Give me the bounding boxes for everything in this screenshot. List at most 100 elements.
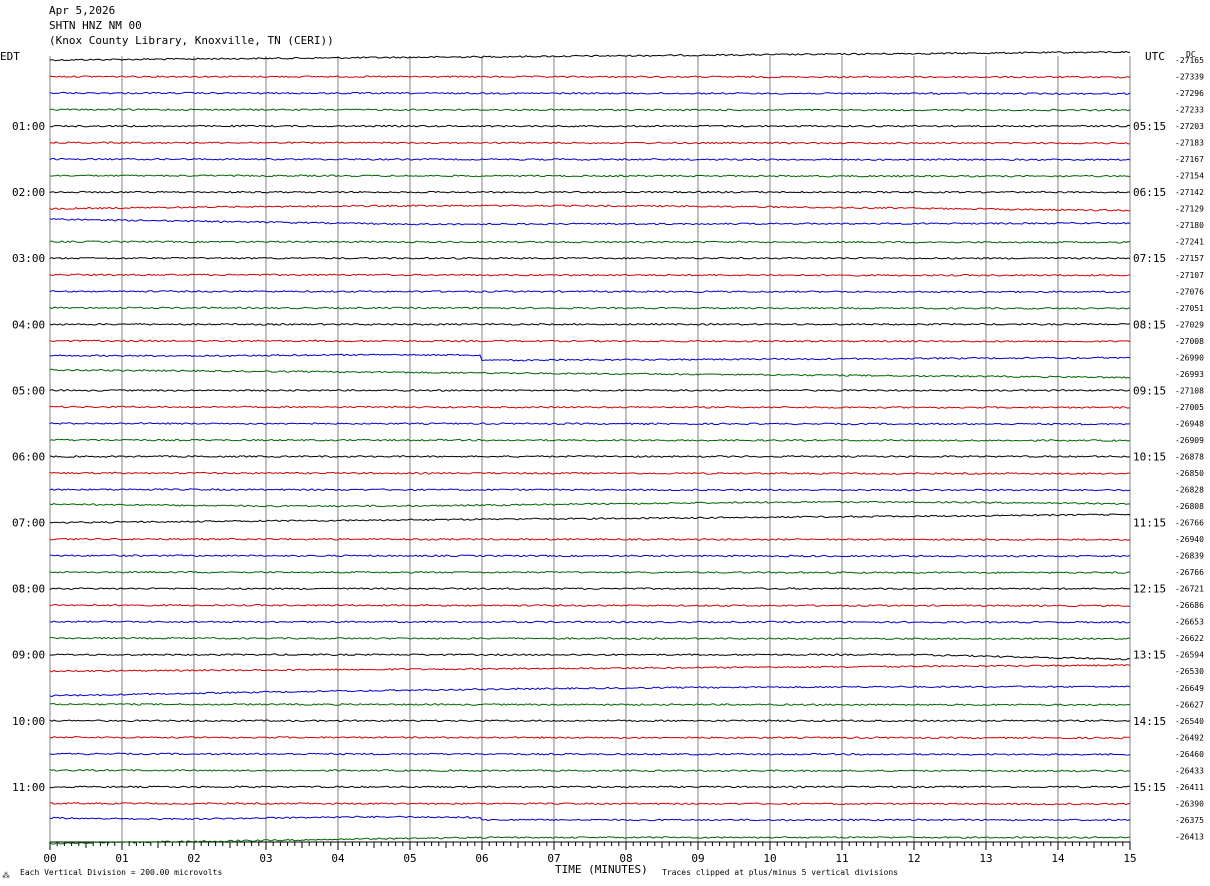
x-tick-label: 00 [43, 852, 56, 865]
station-code: SHTN HNZ NM 00 [49, 19, 142, 32]
edt-time-label: 08:00 [12, 583, 45, 596]
dc-offset-label: -27296 [1175, 89, 1204, 98]
dc-offset-label: -26878 [1175, 452, 1204, 461]
axis-labels: 00 01 02 03 04 05 06 07 08 09 10 11 12 13 14 15 -27165 -2… [12, 56, 1204, 865]
seismic-trace [49, 273, 1131, 277]
dc-offset-label: -26828 [1175, 486, 1204, 495]
utc-time-label: 14:15 [1133, 715, 1166, 728]
dc-offset-label: -26909 [1175, 436, 1204, 445]
x-tick-label: 12 [907, 852, 920, 865]
dc-offset-label: -27051 [1175, 304, 1204, 313]
x-tick-label: 02 [187, 852, 200, 865]
dc-offset-label: -27108 [1175, 386, 1204, 395]
seismic-trace [49, 603, 1131, 608]
left-timezone-label: EDT [0, 50, 20, 63]
utc-time-label: 09:15 [1133, 384, 1166, 397]
dc-offset-label: -27029 [1175, 320, 1204, 329]
seismic-trace [49, 306, 1131, 310]
dc-offset-label: -27339 [1175, 73, 1204, 82]
seismic-trace [49, 455, 1131, 458]
dc-offset-label: -26721 [1175, 585, 1204, 594]
seismic-trace [49, 124, 1131, 128]
edt-time-label: 09:00 [12, 649, 45, 662]
dc-offset-label: -26594 [1175, 651, 1204, 660]
plot-date: Apr 5,2026 [49, 4, 116, 17]
edt-time-label: 05:00 [12, 384, 45, 397]
dc-offset-label: -27129 [1175, 205, 1204, 214]
edt-time-label: 03:00 [12, 252, 45, 265]
dc-header-label: DC [1186, 50, 1196, 59]
seismic-trace [49, 322, 1131, 326]
seismic-trace [49, 174, 1131, 178]
dc-offset-label: -26766 [1175, 519, 1204, 528]
seismic-trace [49, 537, 1131, 541]
x-axis-title: TIME (MINUTES) [555, 863, 648, 876]
seismic-trace [49, 653, 1131, 661]
seismic-trace [49, 388, 1131, 392]
station-location: (Knox County Library, Knoxville, TN (CER… [49, 34, 334, 47]
dc-offset-label: -27107 [1175, 271, 1204, 280]
seismic-trace [49, 719, 1131, 723]
seismic-trace [49, 836, 1131, 845]
utc-time-label: 05:15 [1133, 120, 1166, 133]
utc-time-label: 07:15 [1133, 252, 1166, 265]
dc-offset-label: -26993 [1175, 370, 1204, 379]
edt-time-label: 01:00 [12, 120, 45, 133]
seismic-trace [49, 736, 1130, 740]
seismic-trace [49, 290, 1131, 294]
x-tick-label: 09 [691, 852, 704, 865]
seismic-trace [49, 240, 1131, 244]
seismic-trace [49, 218, 1131, 226]
seismic-trace [49, 190, 1131, 194]
x-tick-label: 11 [835, 852, 848, 865]
dc-offset-label: -26808 [1175, 502, 1204, 511]
seismic-trace [49, 554, 1131, 558]
dc-offset-label: -26433 [1175, 766, 1204, 775]
dc-offset-label: -27180 [1175, 221, 1204, 230]
seismic-trace [49, 141, 1131, 145]
seismic-traces [49, 50, 1131, 845]
dc-offset-label: -26492 [1175, 733, 1204, 742]
seismic-trace [49, 471, 1130, 475]
seismic-trace [49, 500, 1131, 508]
dc-offset-label: -26375 [1175, 816, 1204, 825]
seismic-trace [49, 368, 1131, 379]
dc-offset-label: -26460 [1175, 750, 1204, 759]
seismic-trace [49, 587, 1131, 590]
dc-offset-label: -26649 [1175, 684, 1204, 693]
right-timezone-label: UTC [1145, 50, 1165, 63]
seismic-trace [49, 685, 1131, 698]
utc-time-label: 10:15 [1133, 450, 1166, 463]
utc-time-label: 06:15 [1133, 186, 1166, 199]
dc-offset-label: -26622 [1175, 634, 1204, 643]
grid-lines [49, 56, 1131, 850]
dc-offset-label: -26411 [1175, 783, 1204, 792]
dc-offset-label: -27154 [1175, 172, 1204, 181]
seismic-trace [49, 636, 1131, 641]
dc-offset-label: -27167 [1175, 155, 1204, 164]
scale-note: Each Vertical Division = 200.00 microvol… [20, 868, 222, 877]
seismic-trace [49, 438, 1131, 442]
seismic-trace [49, 204, 1131, 212]
dc-offset-label: -26627 [1175, 700, 1204, 709]
seismic-trace [49, 513, 1131, 524]
x-tick-label: 10 [763, 852, 776, 865]
seismic-trace [49, 785, 1130, 789]
edt-time-label: 11:00 [12, 781, 45, 794]
dc-offset-label: -26413 [1175, 832, 1204, 841]
seismic-trace [49, 769, 1131, 773]
seismic-trace [49, 620, 1131, 624]
dc-offset-label: -26839 [1175, 552, 1204, 561]
edt-time-label: 06:00 [12, 450, 45, 463]
dc-offset-label: -26686 [1175, 601, 1204, 610]
dc-offset-label: -27165 [1175, 56, 1204, 65]
dc-offset-label: -27233 [1175, 106, 1204, 115]
dc-offset-label: -27008 [1175, 337, 1204, 346]
seismic-trace [49, 91, 1131, 95]
dc-offset-label: -26850 [1175, 469, 1204, 478]
utc-time-label: 12:15 [1133, 583, 1166, 596]
x-tick-label: 06 [475, 852, 488, 865]
seismic-trace [49, 339, 1131, 343]
dc-offset-label: -27076 [1175, 287, 1204, 296]
